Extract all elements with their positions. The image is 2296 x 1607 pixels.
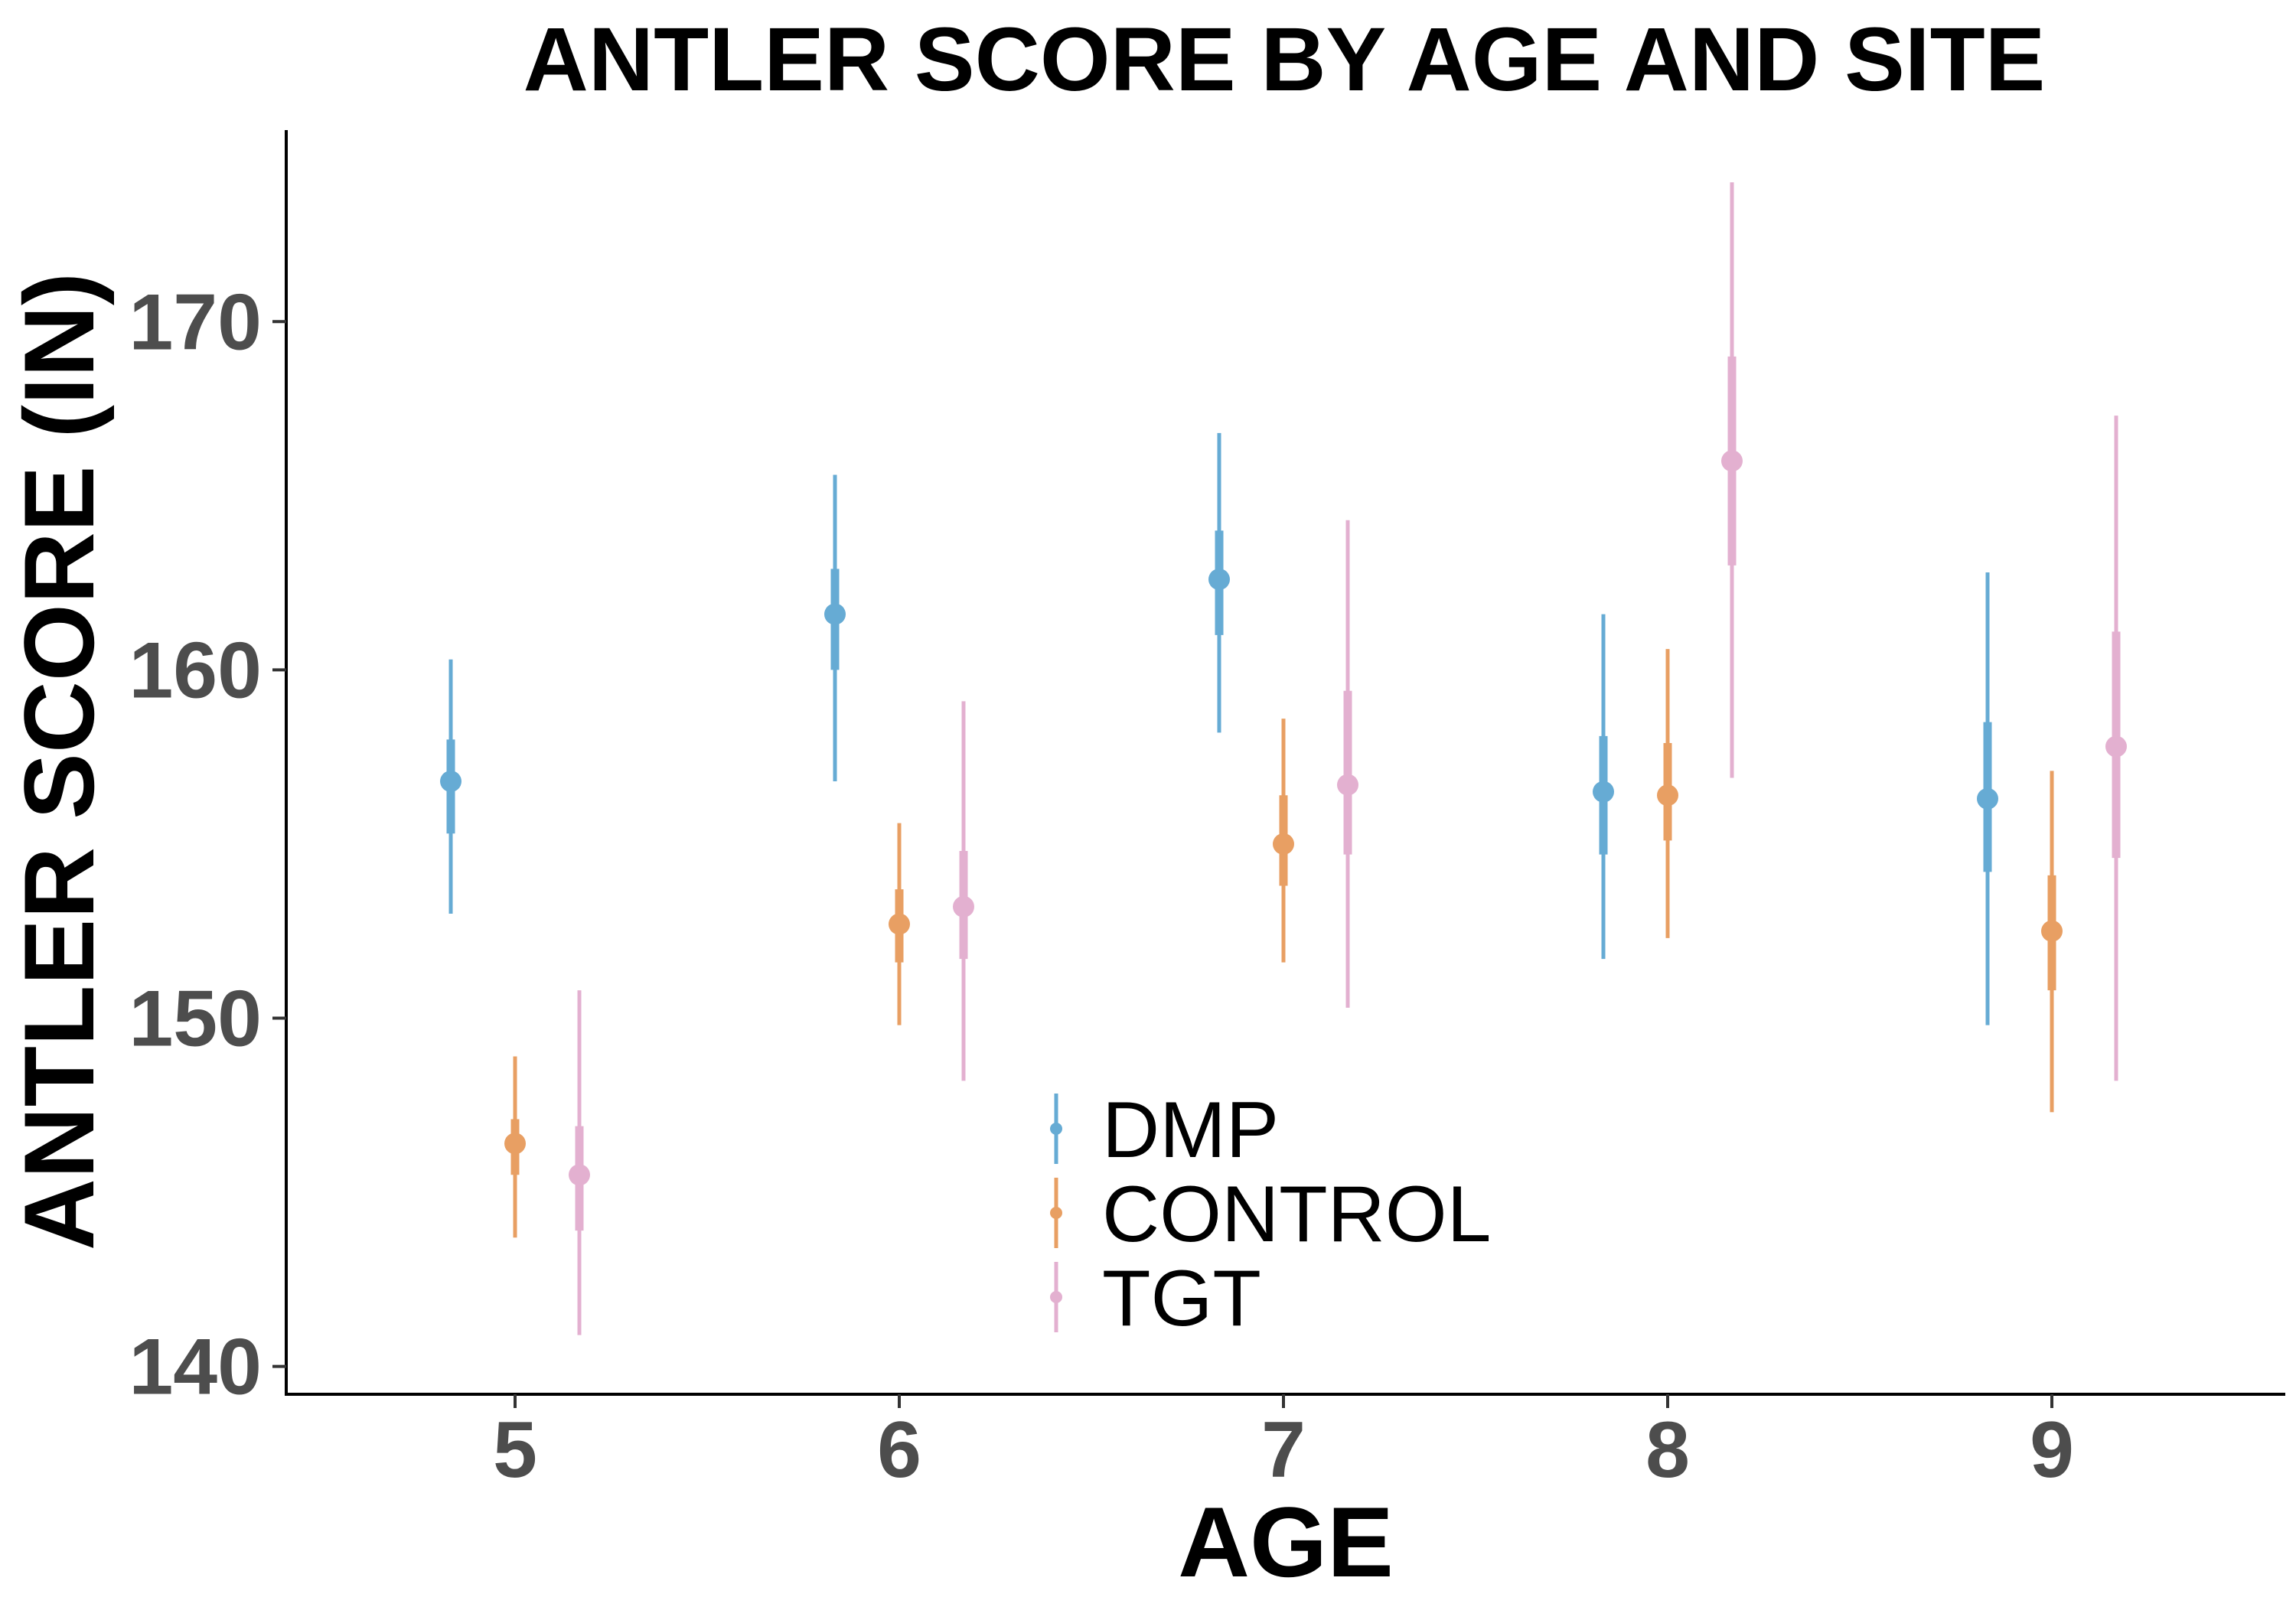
mean-point	[1273, 833, 1294, 855]
mean-point	[504, 1133, 526, 1155]
legend-label-control: CONTROL	[1102, 1170, 1491, 1259]
mean-point	[953, 895, 974, 918]
mean-point	[889, 913, 910, 935]
legend-key-control	[1050, 1178, 1062, 1248]
point-range-dmp-age-8	[1593, 614, 1614, 960]
point-range-control-age-9	[2041, 771, 2063, 1113]
point-range-control-age-8	[1657, 649, 1678, 938]
point-range-tgt-age-9	[2105, 416, 2127, 1081]
mean-point	[440, 771, 461, 793]
legend-key-point	[1050, 1123, 1062, 1135]
legend-key-dmp	[1050, 1094, 1062, 1164]
mean-point	[2105, 735, 2127, 758]
legend-key-tgt	[1050, 1262, 1062, 1332]
x-axis-title: AGE	[1178, 1486, 1394, 1598]
point-range-dmp-age-9	[1977, 572, 1998, 1025]
point-range-dmp-age-7	[1208, 432, 1230, 733]
point-range-tgt-age-8	[1721, 182, 1743, 778]
plot-marks	[440, 182, 2127, 1335]
mean-point	[1337, 774, 1358, 796]
y-axis-title: ANTLER SCORE (IN)	[3, 272, 115, 1250]
x-tick-label: 8	[1645, 1406, 1690, 1495]
point-range-control-age-7	[1273, 719, 1294, 963]
mean-point	[569, 1164, 590, 1186]
mean-point	[2041, 920, 2063, 942]
mean-point	[1657, 784, 1678, 807]
y-tick-label: 150	[129, 974, 262, 1063]
y-tick-label: 170	[129, 278, 262, 367]
point-range-tgt-age-5	[569, 990, 590, 1335]
point-range-dmp-age-5	[440, 659, 461, 914]
mean-point	[824, 603, 846, 625]
mean-point	[1721, 450, 1743, 472]
y-axis-ticks: 140 150 160 170	[129, 278, 286, 1412]
point-range-tgt-age-6	[953, 701, 974, 1081]
x-tick-label: 7	[1261, 1406, 1306, 1495]
y-tick-label: 140	[129, 1323, 262, 1412]
y-axis: 140 150 160 170	[129, 130, 288, 1412]
x-tick-label: 9	[2030, 1406, 2074, 1495]
mean-point	[1593, 781, 1614, 803]
x-axis: 5 6 7 8 9	[285, 1393, 2285, 1495]
point-range-control-age-6	[889, 823, 910, 1025]
x-tick-label: 6	[877, 1406, 921, 1495]
legend-key-point	[1050, 1207, 1062, 1219]
y-tick-label: 160	[129, 626, 262, 715]
legend-key-point	[1050, 1291, 1062, 1303]
x-tick-label: 5	[493, 1406, 537, 1495]
chart-title: ANTLER SCORE BY AGE AND SITE	[523, 9, 2046, 110]
legend-label-tgt: TGT	[1102, 1254, 1261, 1343]
point-range-dmp-age-6	[824, 474, 846, 782]
legend-label-dmp: DMP	[1102, 1086, 1279, 1175]
mean-point	[1977, 787, 1998, 810]
point-range-tgt-age-7	[1337, 520, 1358, 1008]
point-range-control-age-5	[504, 1056, 526, 1238]
x-axis-ticks: 5 6 7 8 9	[493, 1394, 2074, 1495]
mean-point	[1208, 569, 1230, 591]
